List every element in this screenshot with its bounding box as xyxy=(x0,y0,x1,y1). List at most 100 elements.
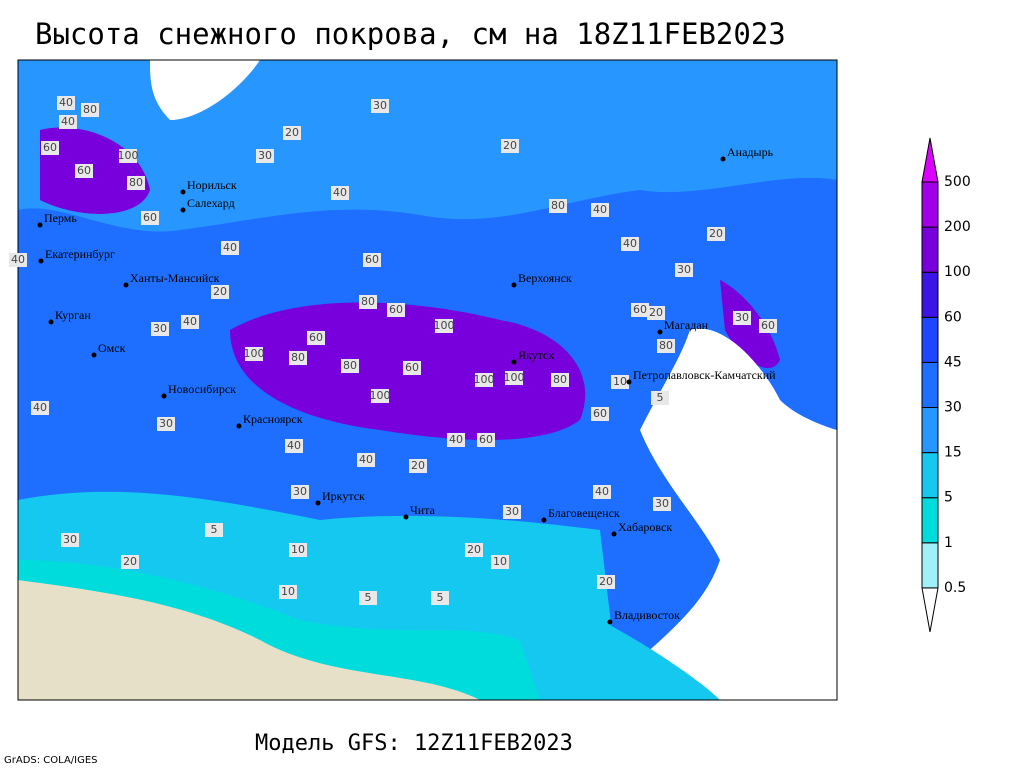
city-label: Иркутск xyxy=(322,489,365,503)
contour-label: 5 xyxy=(211,523,218,536)
contour-label: 30 xyxy=(258,149,272,162)
subtitle: Модель GFS: 12Z11FEB2023 xyxy=(255,731,573,756)
contour-label-bg xyxy=(256,149,274,163)
colorbar-band xyxy=(921,361,939,408)
contour-label-bg xyxy=(759,319,777,333)
colorbar-band xyxy=(921,271,939,318)
contour-label-bg xyxy=(359,295,377,309)
contour-label: 30 xyxy=(655,497,669,510)
contour-label: 10 xyxy=(291,543,305,556)
city-dot xyxy=(626,379,632,385)
contour-label-bg xyxy=(81,103,99,117)
contour-label: 40 xyxy=(623,237,637,250)
contour-label: 60 xyxy=(389,303,403,316)
contour-label: 40 xyxy=(11,253,25,266)
contour-label: 80 xyxy=(129,176,143,189)
city-label: Владивосток xyxy=(614,608,680,622)
contour-label-bg xyxy=(435,319,453,333)
contour-label-bg xyxy=(675,263,693,277)
contour-label: 60 xyxy=(405,361,419,374)
contour-label-bg xyxy=(221,241,239,255)
contour-label-bg xyxy=(359,591,377,605)
contour-label: 80 xyxy=(553,373,567,386)
city-label: Магадан xyxy=(664,318,709,332)
city-dot xyxy=(161,393,167,399)
contour-label: 100 xyxy=(504,371,525,384)
city-label: Норильск xyxy=(187,178,237,192)
city-dot xyxy=(123,282,129,288)
contour-label: 40 xyxy=(359,453,373,466)
contour-label-bg xyxy=(657,339,675,353)
contour-label-bg xyxy=(475,373,493,387)
contour-label-bg xyxy=(707,227,725,241)
contour-label: 10 xyxy=(613,375,627,388)
contour-label-bg xyxy=(501,139,519,153)
contour-label-bg xyxy=(41,141,59,155)
contour-label: 30 xyxy=(153,322,167,335)
contour-label-bg xyxy=(245,347,263,361)
colorbar-band xyxy=(921,181,939,228)
contour-label-bg xyxy=(289,543,307,557)
city-dot xyxy=(403,514,409,520)
city-dot xyxy=(611,531,617,537)
city-label: Чита xyxy=(410,503,436,517)
colorbar-band xyxy=(921,226,939,273)
contour-label-bg xyxy=(59,115,77,129)
city-dot xyxy=(37,222,43,228)
contour-label-bg xyxy=(597,575,615,589)
city-label: Петропавловск-Камчатский xyxy=(633,368,776,382)
contour-label-bg xyxy=(279,585,297,599)
contour-label: 20 xyxy=(709,227,723,240)
contour-label: 40 xyxy=(59,96,73,109)
contour-label: 5 xyxy=(365,591,372,604)
contour-label-bg xyxy=(211,285,229,299)
contour-label-bg xyxy=(477,433,495,447)
contour-label: 60 xyxy=(761,319,775,332)
contour-label-bg xyxy=(651,391,669,405)
colorbar-label: 60 xyxy=(944,309,962,325)
city-label: Анадырь xyxy=(727,145,774,159)
contour-label-bg xyxy=(357,453,375,467)
colorbar-label: 500 xyxy=(944,174,971,190)
contour-label-bg xyxy=(75,164,93,178)
contour-label-bg xyxy=(283,126,301,140)
contour-label: 20 xyxy=(213,285,227,298)
contour-label-bg xyxy=(9,253,27,267)
contour-label: 100 xyxy=(118,149,139,162)
contour-label: 40 xyxy=(333,186,347,199)
contour-label-bg xyxy=(363,253,381,267)
city-label: Новосибирск xyxy=(168,382,236,396)
city-label: Хабаровск xyxy=(618,520,672,534)
contour-label: 100 xyxy=(434,319,455,332)
contour-label: 30 xyxy=(63,533,77,546)
contour-label-bg xyxy=(409,459,427,473)
contour-label-bg xyxy=(121,555,139,569)
contour-label: 60 xyxy=(479,433,493,446)
contour-label: 20 xyxy=(599,575,613,588)
city-label: Благовещенск xyxy=(548,506,620,520)
colorbar-label: 5 xyxy=(944,490,953,506)
contour-label: 80 xyxy=(551,199,565,212)
city-label: Пермь xyxy=(44,211,77,225)
city-dot xyxy=(180,207,186,213)
contour-label: 40 xyxy=(593,203,607,216)
city-dot xyxy=(315,500,321,506)
contour-label-bg xyxy=(291,485,309,499)
city-dot xyxy=(541,517,547,523)
colorbar-band xyxy=(921,452,939,499)
contour-label: 60 xyxy=(309,331,323,344)
contour-label: 30 xyxy=(505,505,519,518)
contour-label: 5 xyxy=(437,591,444,604)
contour-label-bg xyxy=(647,306,665,320)
city-dot xyxy=(48,319,54,325)
city-dot xyxy=(720,156,726,162)
colorbar-upper-triangle xyxy=(921,137,939,183)
contour-label-bg xyxy=(331,186,349,200)
contour-label-bg xyxy=(307,331,325,345)
city-label: Омск xyxy=(98,341,126,355)
contour-label: 40 xyxy=(449,433,463,446)
contour-label: 60 xyxy=(143,211,157,224)
city-label: Екатеринбург xyxy=(45,247,115,261)
contour-label: 20 xyxy=(467,543,481,556)
